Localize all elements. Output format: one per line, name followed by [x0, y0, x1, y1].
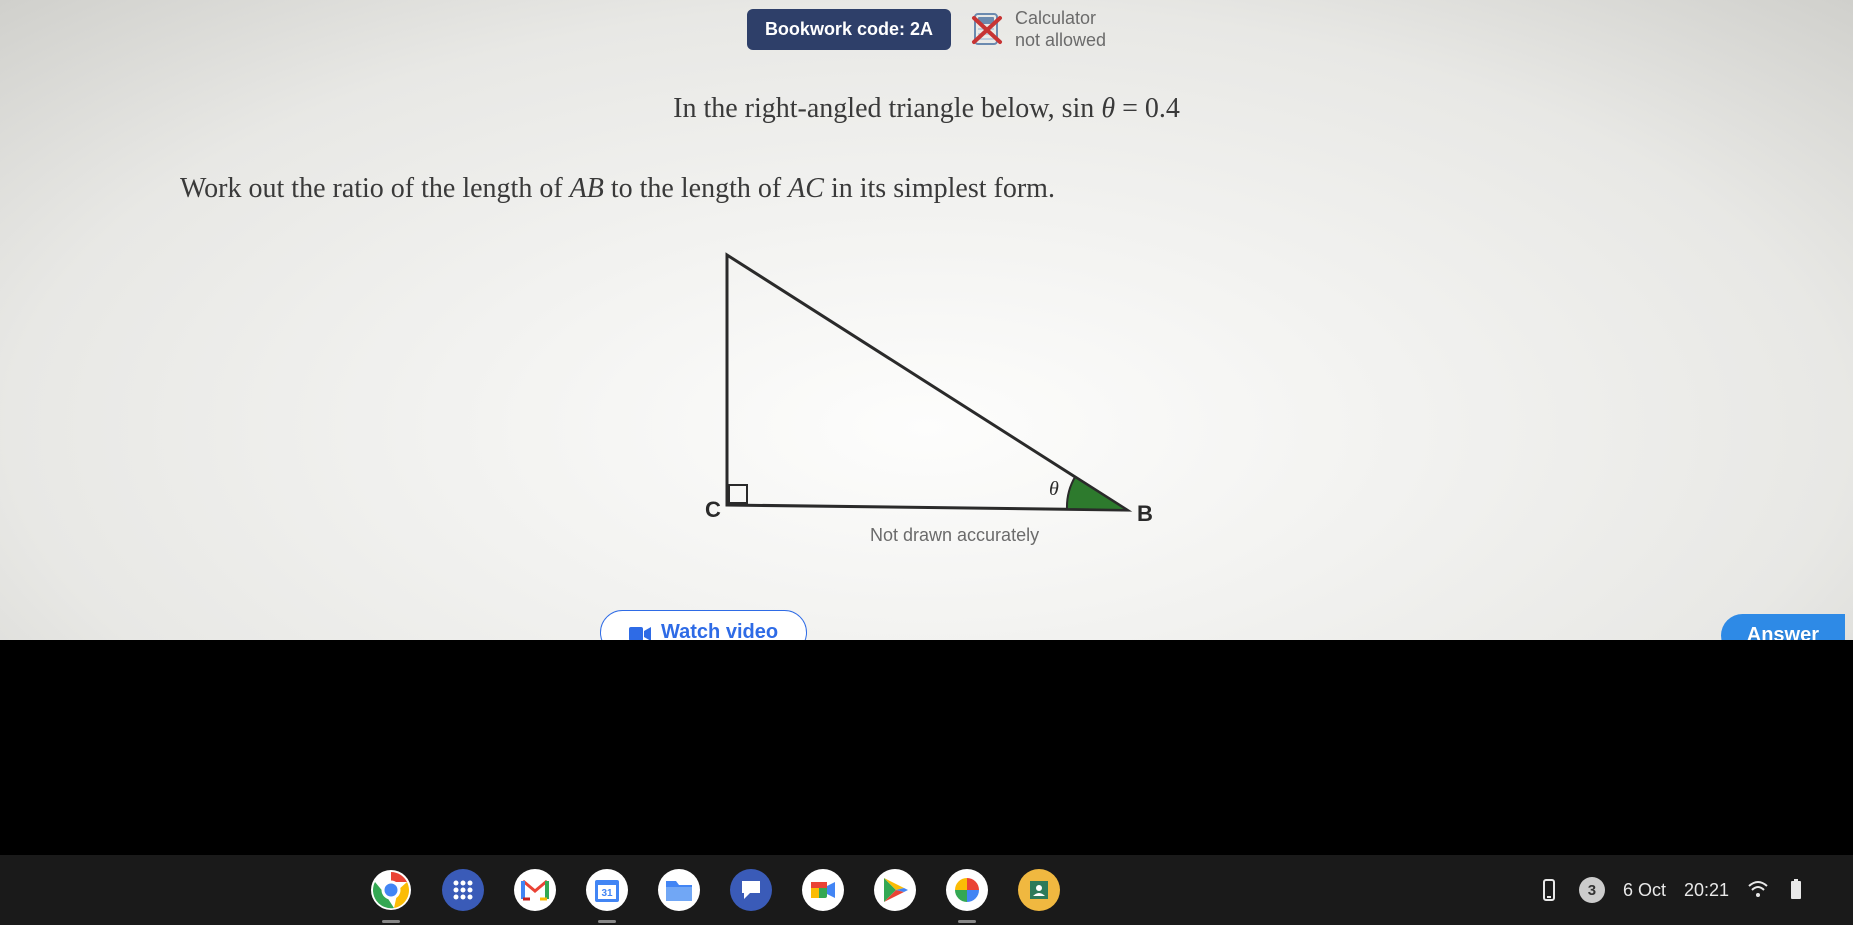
- question-line-2: Work out the ratio of the length of AB t…: [180, 173, 1853, 205]
- taskbar-time[interactable]: 20:21: [1684, 880, 1729, 901]
- taskbar-apps: 31: [370, 869, 1060, 911]
- not-drawn-caption: Not drawn accurately: [870, 525, 1039, 546]
- chrome-icon[interactable]: [370, 869, 412, 911]
- calculator-disabled-icon: [969, 12, 1005, 48]
- notification-badge[interactable]: 3: [1579, 877, 1605, 903]
- angle-theta-label: θ: [1049, 478, 1059, 500]
- calculator-text: Calculator not allowed: [1015, 8, 1106, 51]
- calendar-icon[interactable]: 31: [586, 869, 628, 911]
- taskbar-date[interactable]: 6 Oct: [1623, 880, 1666, 901]
- meet-icon[interactable]: [802, 869, 844, 911]
- video-icon: [629, 625, 651, 641]
- calculator-notice: Calculator not allowed: [969, 8, 1106, 51]
- q1-equals: = 0.4: [1115, 93, 1180, 124]
- q2-prefix: Work out the ratio of the length of: [180, 173, 570, 204]
- classroom-icon[interactable]: [1018, 869, 1060, 911]
- bookwork-badge: Bookwork code: 2A: [747, 9, 951, 50]
- q2-suffix: in its simplest form.: [824, 173, 1055, 204]
- gmail-icon[interactable]: [514, 869, 556, 911]
- screen-bottom-edge: [0, 640, 1853, 855]
- files-icon[interactable]: [658, 869, 700, 911]
- svg-text:31: 31: [601, 888, 613, 899]
- launcher-icon[interactable]: [442, 869, 484, 911]
- vertex-a-label: A: [719, 245, 735, 250]
- header-row: Bookwork code: 2A Calculator not: [0, 0, 1853, 51]
- wifi-icon[interactable]: [1747, 878, 1771, 902]
- messages-icon[interactable]: [730, 869, 772, 911]
- calculator-text-line2: not allowed: [1015, 30, 1106, 52]
- question-line-1: In the right-angled triangle below, sin …: [0, 93, 1853, 125]
- photos-icon[interactable]: [946, 869, 988, 911]
- q2-ab: AB: [570, 173, 604, 204]
- q2-ac: AC: [788, 173, 824, 204]
- q2-mid: to the length of: [604, 173, 788, 204]
- taskbar-status: 3 6 Oct 20:21: [1537, 877, 1813, 903]
- triangle-diagram: A C B θ: [687, 245, 1167, 555]
- play-icon[interactable]: [874, 869, 916, 911]
- q1-theta: θ: [1101, 93, 1115, 124]
- q1-prefix: In the right-angled triangle below, sin: [673, 93, 1101, 124]
- phone-link-icon[interactable]: [1537, 878, 1561, 902]
- vertex-c-label: C: [705, 497, 721, 522]
- calculator-text-line1: Calculator: [1015, 8, 1106, 30]
- battery-icon[interactable]: [1789, 878, 1813, 902]
- taskbar: 31 3 6 Oct 20:21: [0, 855, 1853, 925]
- vertex-b-label: B: [1137, 501, 1153, 526]
